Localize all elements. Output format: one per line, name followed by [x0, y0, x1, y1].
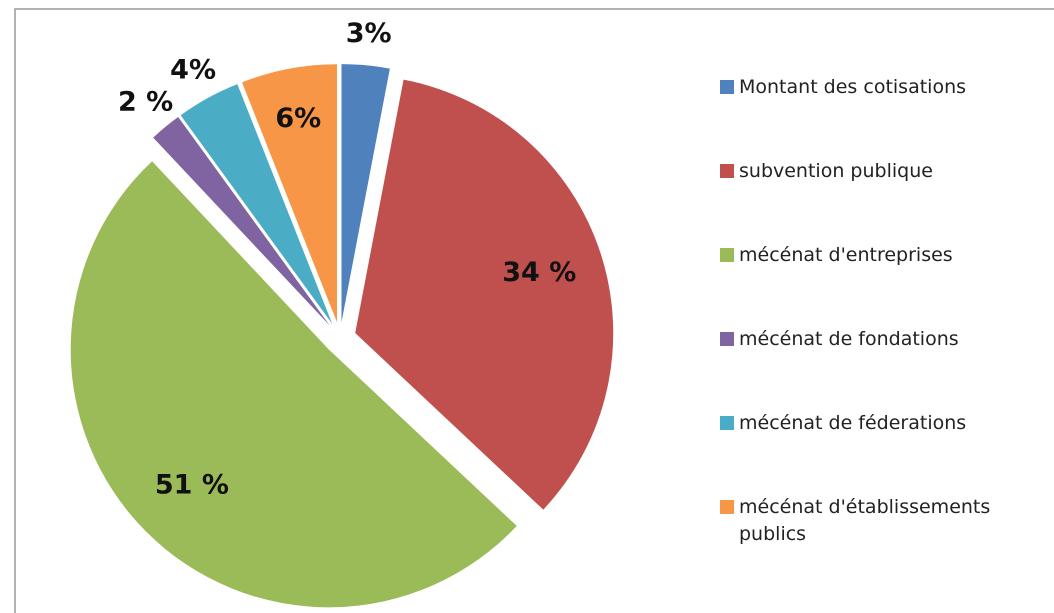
pie-slice	[70, 161, 517, 608]
data-label: 3%	[346, 18, 392, 49]
legend-item: mécénat de féderations	[720, 410, 1030, 437]
legend-item: mécénat d'entreprises	[720, 242, 1030, 269]
pie-slice	[153, 116, 330, 326]
legend-swatch	[720, 80, 734, 94]
legend-item: Montant des cotisations	[720, 74, 1030, 101]
legend-swatch	[720, 416, 734, 430]
legend-label: subvention publique	[739, 160, 933, 182]
legend-label: Montant des cotisations	[739, 76, 967, 98]
frame	[14, 8, 1054, 613]
legend-item: mécénat d'établissements publics	[720, 494, 1030, 548]
legend-swatch	[720, 500, 734, 514]
pie-slice	[242, 64, 338, 323]
data-label: 51 %	[155, 470, 229, 501]
legend-swatch	[720, 248, 734, 262]
pie-slice	[341, 64, 390, 323]
legend-label: mécénat de féderations	[739, 412, 967, 434]
legend-label: mécénat de fondations	[739, 328, 959, 350]
data-label: 6%	[275, 103, 321, 134]
data-label: 4%	[170, 54, 216, 85]
data-label: 34 %	[502, 257, 576, 288]
legend-label: mécénat d'entreprises	[739, 244, 953, 266]
legend-swatch	[720, 332, 734, 346]
legend-label: mécénat d'établissements publics	[739, 496, 991, 545]
legend-item: mécénat de fondations	[720, 326, 1030, 353]
pie-slice	[355, 79, 614, 510]
legend-item: subvention publique	[720, 158, 1030, 185]
data-label: 2 %	[118, 87, 173, 118]
pie-slice	[180, 84, 333, 324]
legend-swatch	[720, 164, 734, 178]
